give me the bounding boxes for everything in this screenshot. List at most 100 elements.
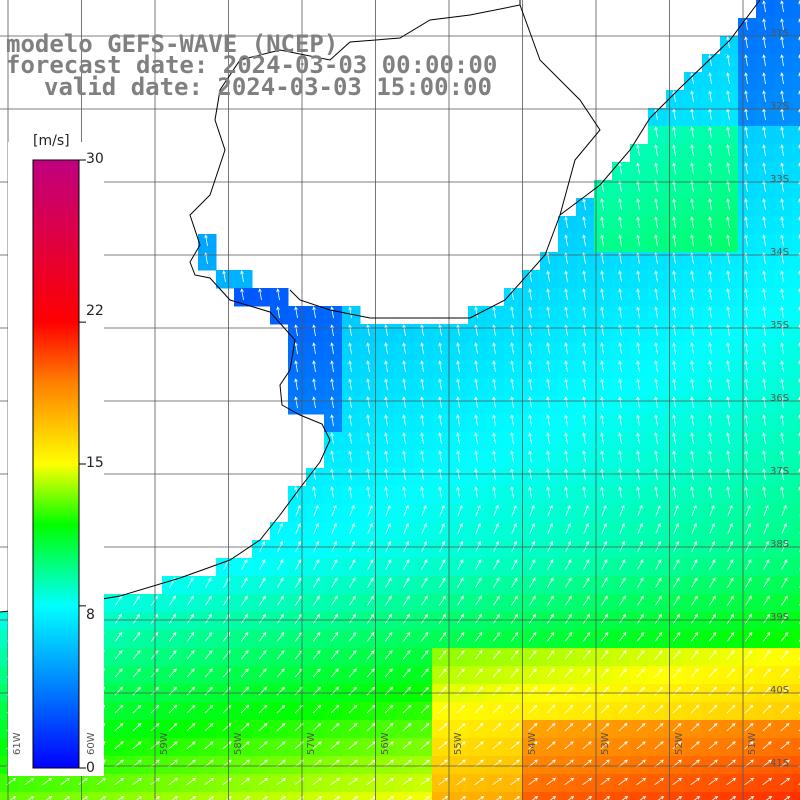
wind-arrow (420, 631, 429, 642)
wind-arrow (222, 777, 233, 786)
wind-arrow (511, 577, 518, 588)
wind-arrow (204, 704, 214, 714)
wind-arrow (240, 686, 250, 696)
wind-arrow (402, 613, 410, 624)
wind-arrow (528, 468, 532, 481)
wind-arrow (492, 486, 496, 499)
wind-arrow (672, 144, 676, 157)
wind-arrow (456, 613, 464, 624)
wind-arrow (762, 90, 766, 103)
wind-arrow (510, 723, 520, 732)
wind-arrow (582, 216, 586, 229)
wind-arrow (492, 686, 502, 696)
wind-arrow (420, 486, 424, 499)
wind-arrow (438, 650, 447, 660)
wind-arrow (510, 668, 519, 678)
wind-arrow (690, 306, 694, 319)
wind-arrow (780, 288, 784, 301)
colorbar-tick-15: 15 (86, 455, 104, 471)
wind-arrow (726, 54, 730, 67)
wind-arrow (744, 198, 748, 211)
wind-arrow (204, 777, 215, 786)
wind-arrow (636, 450, 640, 463)
wind-arrow (529, 595, 536, 606)
wind-arrow (654, 270, 658, 283)
wind-arrow (438, 668, 447, 678)
lat-label: 32S (770, 101, 790, 112)
wind-arrow (492, 450, 496, 463)
wind-cell (792, 126, 800, 145)
wind-arrow (384, 414, 388, 427)
wind-arrow (619, 595, 626, 606)
wind-arrow (366, 378, 370, 391)
wind-arrow (780, 650, 789, 660)
wind-arrow (547, 504, 553, 516)
wind-arrow (366, 414, 370, 427)
wind-arrow (690, 686, 700, 696)
wind-arrow (546, 668, 555, 678)
wind-arrow (582, 668, 591, 678)
wind-arrow (690, 90, 694, 103)
wind-arrow (475, 504, 481, 516)
wind-arrow (313, 577, 320, 588)
wind-arrow (726, 36, 730, 49)
wind-cell (396, 792, 415, 800)
wind-arrow (294, 396, 298, 409)
title-model: modelo GEFS-WAVE (NCEP) (6, 30, 339, 58)
wind-arrow (780, 723, 790, 732)
wind-arrow (673, 577, 680, 588)
wind-arrow (492, 777, 503, 786)
wind-arrow (366, 342, 370, 355)
wind-arrow (601, 559, 608, 570)
wind-arrow (348, 668, 357, 678)
wind-arrow (403, 577, 410, 588)
wind-arrow (744, 378, 748, 391)
wind-arrow (726, 234, 730, 247)
wind-cell (792, 144, 800, 163)
wind-arrow (672, 450, 676, 463)
wind-arrow (511, 595, 518, 606)
lat-label: 31S (770, 28, 790, 39)
wind-cell (36, 792, 55, 800)
wind-arrow (672, 468, 676, 481)
wind-arrow (601, 577, 608, 588)
wind-arrow (151, 595, 158, 606)
wind-cell (108, 792, 127, 800)
wind-arrow (654, 468, 658, 481)
wind-arrow (258, 631, 267, 642)
wind-arrow (205, 595, 212, 606)
wind-arrow (546, 741, 556, 750)
wind-arrow (312, 306, 316, 319)
wind-arrow (690, 432, 694, 445)
wind-arrow (348, 631, 357, 642)
wind-arrow (636, 198, 640, 211)
wind-arrow (654, 686, 664, 696)
wind-arrow (438, 324, 442, 337)
wind-arrow (582, 396, 586, 409)
wind-arrow (510, 396, 514, 409)
wind-cell (792, 234, 800, 253)
wind-arrow (708, 723, 718, 732)
wind-arrow (708, 126, 712, 139)
wind-arrow (222, 741, 232, 750)
wind-arrow (780, 144, 784, 157)
wind-arrow (618, 306, 622, 319)
wind-arrow (636, 360, 640, 373)
wind-cell (54, 792, 73, 800)
wind-arrow (708, 432, 712, 445)
wind-arrow (636, 216, 640, 229)
wind-arrow (330, 342, 334, 355)
wind-arrow (637, 522, 643, 534)
wind-arrow (780, 450, 784, 463)
wind-arrow (618, 468, 622, 481)
wind-arrow (420, 777, 431, 786)
wind-arrow (312, 378, 316, 391)
wind-arrow (528, 704, 538, 714)
wind-cell (792, 270, 800, 289)
wind-cell (486, 792, 505, 800)
wind-arrow (709, 577, 716, 588)
wind-arrow (708, 650, 717, 660)
wind-arrow (204, 650, 213, 660)
wind-arrow (438, 704, 448, 714)
wind-arrow (763, 595, 770, 606)
